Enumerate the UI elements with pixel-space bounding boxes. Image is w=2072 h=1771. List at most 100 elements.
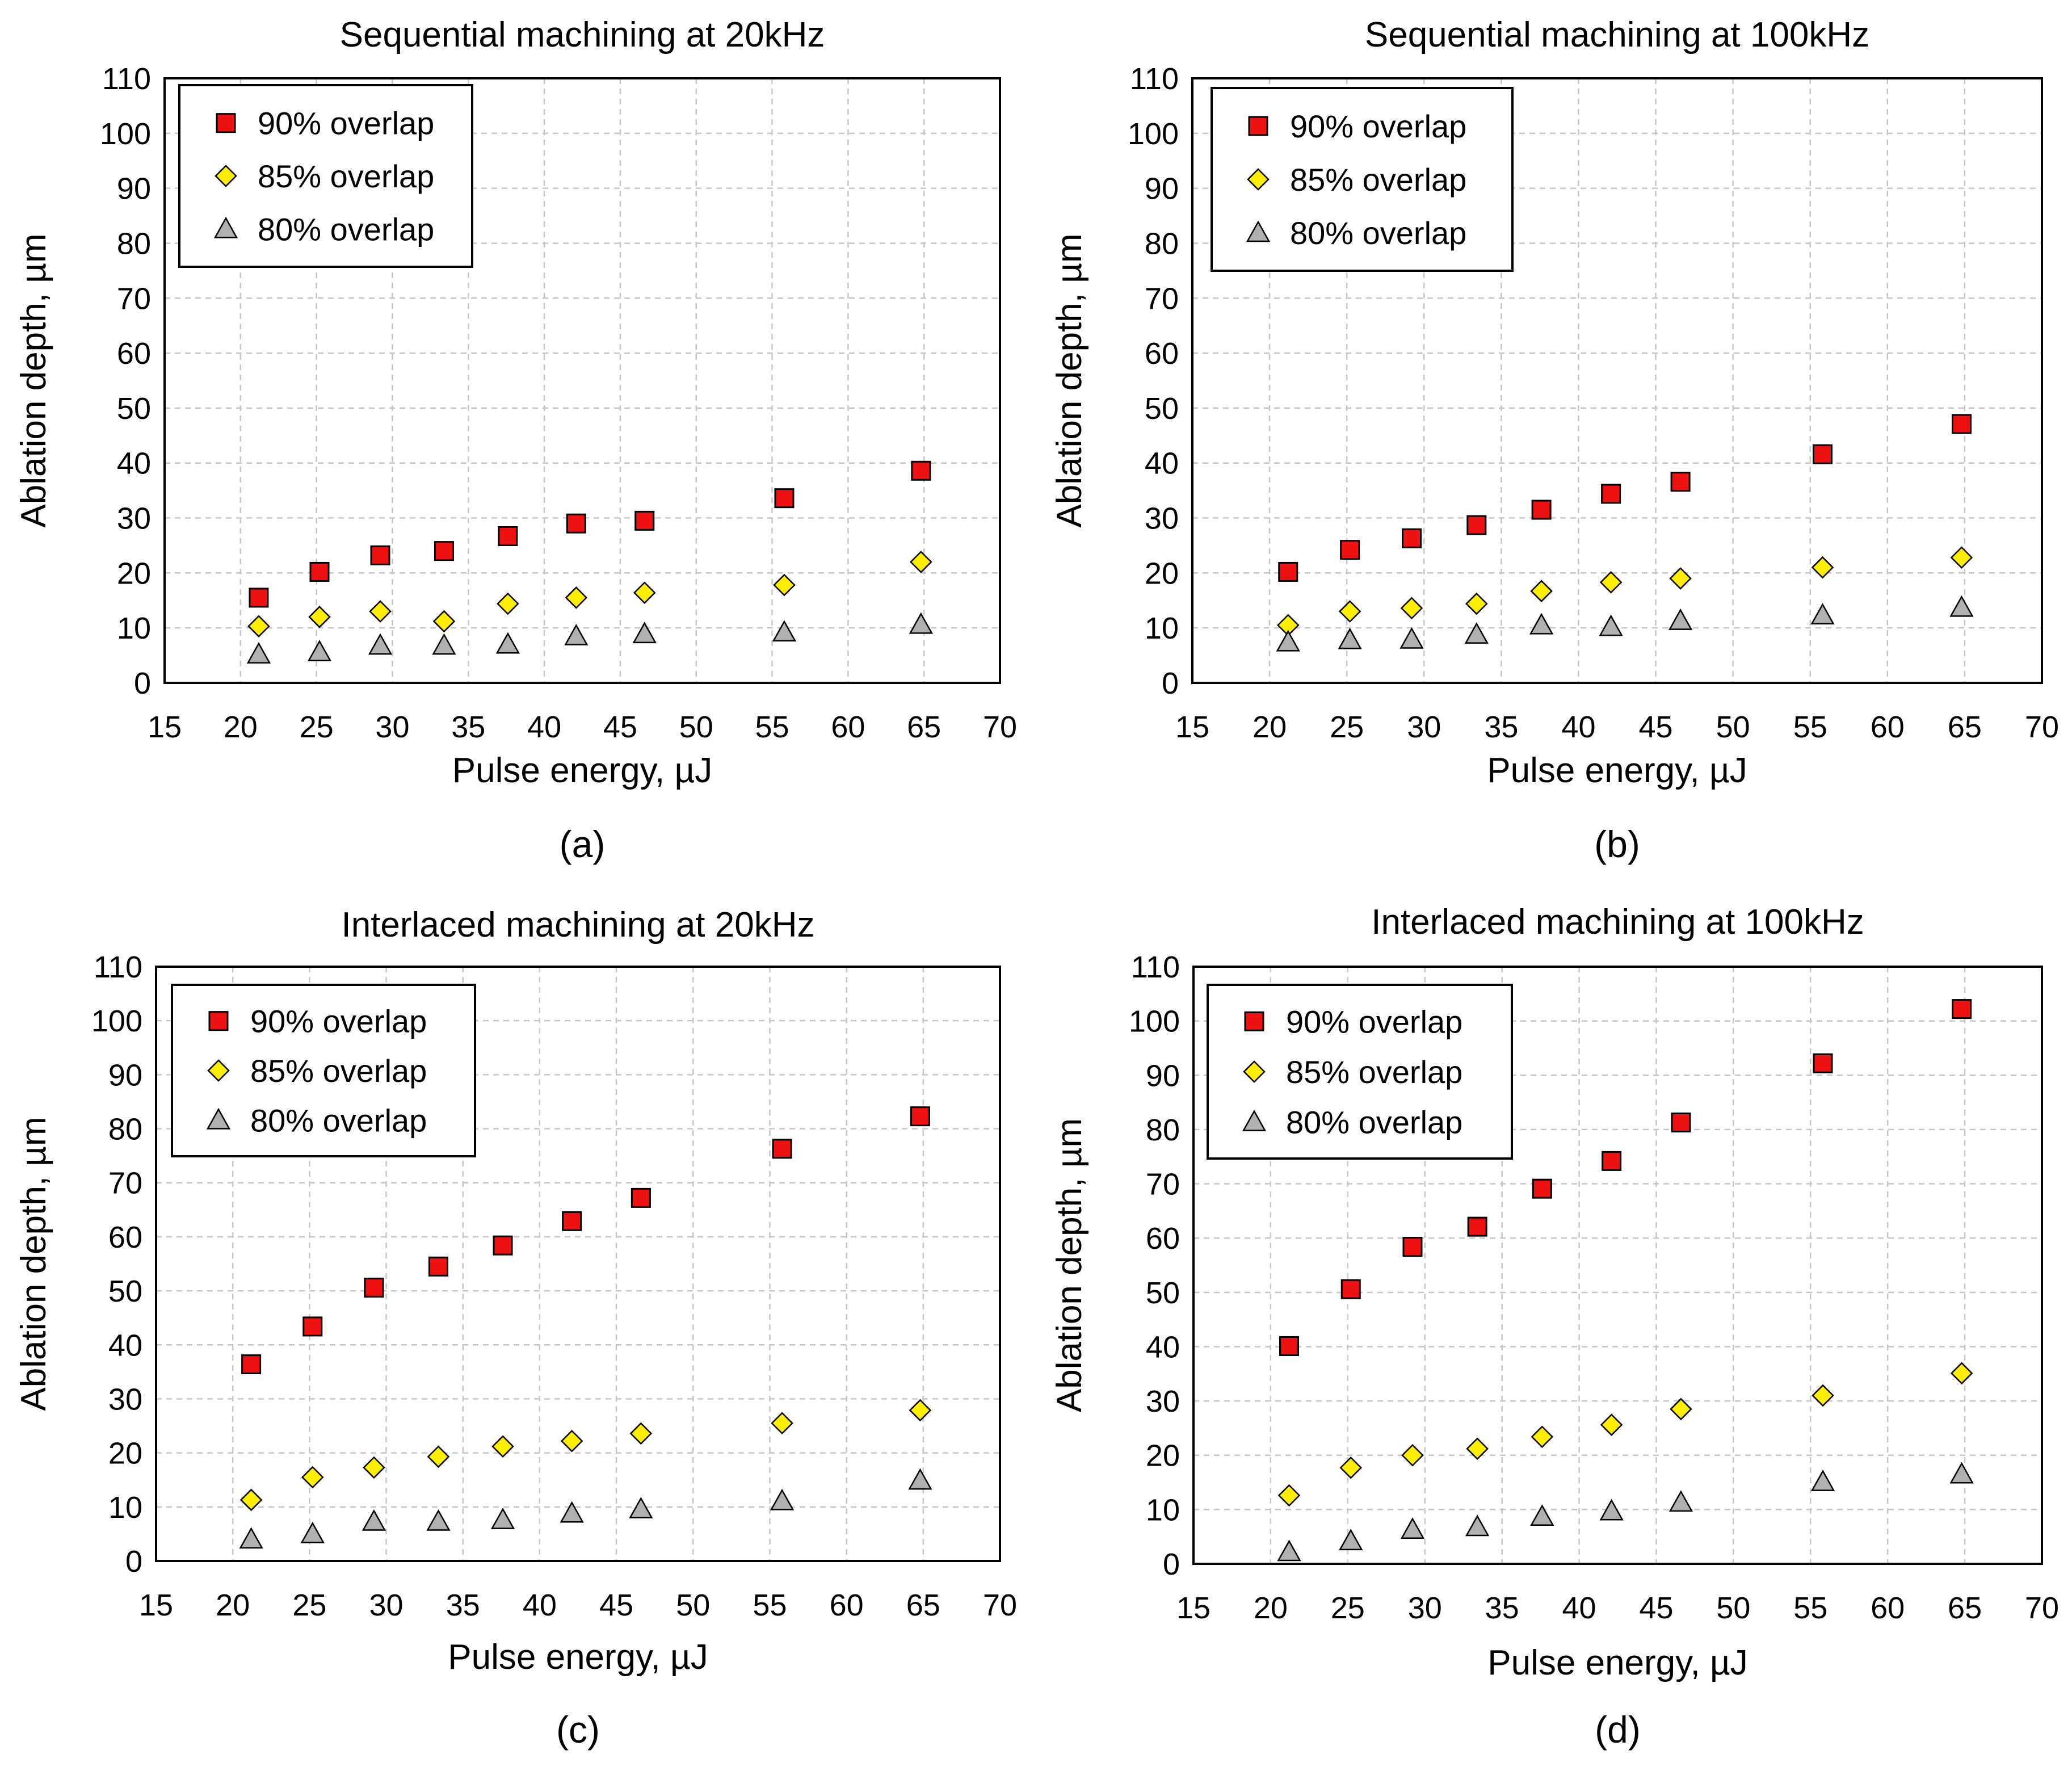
x-tick-label: 70 bbox=[2025, 1591, 2059, 1625]
y-tick-label: 10 bbox=[1146, 1493, 1180, 1527]
data-point bbox=[432, 610, 456, 633]
series-85-overlap bbox=[239, 1399, 932, 1512]
x-tick-label: 20 bbox=[1253, 710, 1287, 744]
x-tick-label: 60 bbox=[830, 1588, 864, 1622]
data-point bbox=[629, 1497, 653, 1518]
data-point bbox=[308, 606, 331, 628]
data-point bbox=[1276, 629, 1300, 652]
legend-marker bbox=[1243, 1060, 1266, 1083]
data-point bbox=[369, 600, 392, 623]
y-tick-label: 20 bbox=[117, 556, 151, 590]
data-point bbox=[1400, 1517, 1425, 1539]
y-tick-label: 30 bbox=[1145, 502, 1179, 536]
data-point bbox=[1279, 1336, 1300, 1356]
x-tick-label: 40 bbox=[523, 1588, 557, 1622]
data-point bbox=[1399, 627, 1424, 649]
panel-caption: (c) bbox=[556, 1709, 600, 1751]
legend-label: 90% overlap bbox=[1286, 1004, 1462, 1039]
data-point bbox=[491, 1435, 514, 1458]
y-tick-label: 40 bbox=[108, 1328, 142, 1362]
data-point bbox=[1467, 1216, 1487, 1237]
x-axis-label: Pulse energy, µJ bbox=[448, 1638, 708, 1677]
x-tick-label: 40 bbox=[1561, 710, 1595, 744]
data-point bbox=[1278, 561, 1298, 582]
data-point bbox=[1810, 1470, 1835, 1491]
legend-marker bbox=[207, 1059, 230, 1082]
data-point bbox=[565, 586, 588, 609]
legend: 90% overlap 85% overlap 80% overlap bbox=[1207, 984, 1513, 1160]
data-point bbox=[370, 545, 390, 565]
data-point bbox=[1601, 484, 1621, 504]
legend-marker bbox=[213, 216, 238, 238]
x-tick-label: 45 bbox=[1639, 1591, 1673, 1625]
x-tick-label: 55 bbox=[1793, 710, 1827, 744]
y-tick-label: 10 bbox=[1145, 611, 1179, 645]
legend-marker bbox=[1244, 1011, 1264, 1031]
data-point bbox=[302, 1316, 323, 1337]
y-tick-label: 40 bbox=[1145, 447, 1179, 481]
plot-frame bbox=[1192, 966, 2043, 1565]
x-tick-label: 60 bbox=[831, 710, 865, 744]
x-tick-label: 25 bbox=[292, 1588, 326, 1622]
x-tick-label: 15 bbox=[1176, 1591, 1211, 1625]
y-tick-label: 100 bbox=[91, 1004, 142, 1038]
x-tick-label: 60 bbox=[1871, 1591, 1905, 1625]
chart-title: Interlaced machining at 20kHz bbox=[341, 905, 814, 945]
chart-title: Sequential machining at 20kHz bbox=[340, 15, 825, 54]
data-point bbox=[910, 1106, 930, 1127]
y-tick-label: 0 bbox=[1162, 666, 1179, 700]
y-tick-label: 70 bbox=[1145, 282, 1179, 316]
y-tick-label: 0 bbox=[125, 1545, 142, 1579]
y-tick-label: 110 bbox=[94, 950, 142, 984]
x-tick-label: 40 bbox=[1562, 1591, 1596, 1625]
panel-caption: (b) bbox=[1594, 823, 1640, 865]
x-tick-label: 50 bbox=[1716, 1591, 1750, 1625]
data-point bbox=[1671, 1112, 1691, 1132]
data-point bbox=[1466, 1437, 1489, 1461]
data-point bbox=[1599, 571, 1623, 594]
data-point bbox=[774, 488, 795, 509]
data-point bbox=[1277, 1539, 1301, 1562]
data-point bbox=[560, 1429, 583, 1453]
x-tick-label: 25 bbox=[1331, 1591, 1365, 1625]
data-point bbox=[249, 587, 269, 608]
x-tick-label: 65 bbox=[1948, 1591, 1982, 1625]
data-point bbox=[1810, 603, 1835, 625]
data-point bbox=[560, 1501, 584, 1523]
panel-caption: (d) bbox=[1595, 1709, 1641, 1751]
y-tick-label: 90 bbox=[117, 172, 151, 206]
data-point bbox=[368, 633, 393, 655]
data-point bbox=[498, 526, 518, 546]
data-point bbox=[427, 1445, 450, 1468]
y-tick-label: 110 bbox=[102, 62, 151, 96]
data-point bbox=[562, 1211, 582, 1231]
data-point bbox=[770, 1488, 795, 1510]
data-point bbox=[1669, 567, 1692, 590]
legend-marker bbox=[1242, 1110, 1267, 1131]
x-tick-label: 35 bbox=[1484, 710, 1518, 744]
y-tick-label: 70 bbox=[117, 282, 151, 316]
chart-title: Sequential machining at 100kHz bbox=[1365, 15, 1869, 54]
data-point bbox=[773, 573, 796, 597]
legend: 90% overlap 85% overlap 80% overlap bbox=[178, 84, 473, 268]
x-tick-label: 55 bbox=[1793, 1591, 1827, 1625]
y-tick-label: 110 bbox=[1130, 62, 1179, 96]
y-tick-label: 0 bbox=[1163, 1547, 1180, 1581]
y-axis-label: Ablation depth, µm bbox=[14, 1117, 53, 1411]
data-point bbox=[1401, 528, 1422, 548]
x-tick-label: 70 bbox=[983, 1588, 1017, 1622]
legend-label: 90% overlap bbox=[250, 1004, 427, 1039]
data-point bbox=[1465, 1514, 1490, 1537]
series-90-overlap bbox=[1279, 999, 1972, 1356]
y-tick-label: 60 bbox=[1145, 337, 1179, 371]
y-tick-label: 100 bbox=[100, 117, 151, 151]
legend: 90% overlap 85% overlap 80% overlap bbox=[171, 984, 476, 1157]
data-point bbox=[247, 615, 270, 638]
data-point bbox=[1813, 1053, 1833, 1073]
y-tick-label: 20 bbox=[1146, 1439, 1180, 1473]
data-point bbox=[362, 1509, 386, 1531]
data-point bbox=[434, 541, 454, 561]
legend-label: 80% overlap bbox=[258, 211, 434, 247]
y-tick-label: 60 bbox=[1146, 1222, 1180, 1256]
